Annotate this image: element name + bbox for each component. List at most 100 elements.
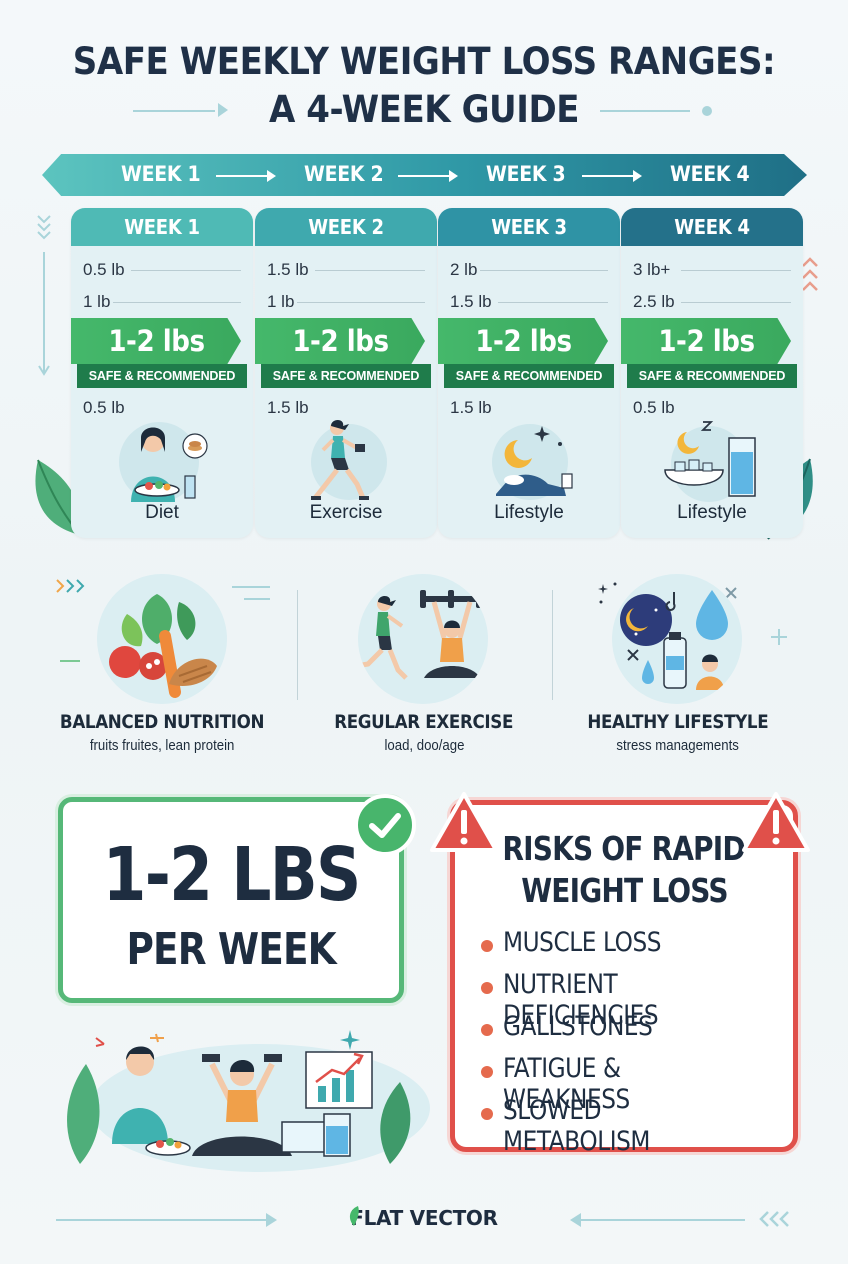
goal-range: 1-2 LBS [102, 832, 362, 918]
title-deco-line-left [133, 110, 215, 112]
warning-triangle-icon [742, 792, 810, 852]
timeline-label-week1: WEEK 1 [121, 162, 201, 186]
cross-mark-icon [725, 587, 737, 599]
warning-triangle-icon [430, 792, 498, 852]
row-divider [297, 302, 425, 303]
safe-range-badge: 1-2 lbs [71, 318, 241, 364]
deco-line [60, 660, 80, 662]
week-card-2: WEEK 2 1.5 lb 1 lb 1-2 lbs SAFE & RECOMM… [255, 208, 437, 538]
title-deco-dot [702, 106, 712, 116]
safe-recommended-tag: SAFE & RECOMMENDED [261, 364, 431, 388]
risks-title-line2: WEIGHT LOSS [520, 871, 728, 910]
week-category-label: Diet [145, 502, 179, 523]
week-value-second: 1 lb [267, 292, 295, 311]
risk-bullet [481, 1108, 493, 1120]
safe-range-badge: 1-2 lbs [621, 318, 791, 364]
row-divider [681, 270, 791, 271]
pillar-subtitle: fruits fruites, lean protein [89, 737, 235, 754]
pillar-nutrition-illustration [97, 574, 227, 704]
safe-recommended-tag: SAFE & RECOMMENDED [444, 364, 614, 388]
week-value-second: 1 lb [83, 292, 111, 311]
people-healthy-habits-illustration [67, 1030, 430, 1172]
week-card-4: WEEK 4 3 lb+ 2.5 lb 1-2 lbs SAFE & RECOM… [621, 208, 803, 538]
sparkle-icon [771, 629, 787, 645]
timeline-label-week4: WEEK 4 [670, 162, 750, 186]
chevrons-left-icon [759, 1211, 789, 1227]
pillar-subtitle: load, doo/age [383, 737, 464, 754]
page-title-line1: SAFE WEEKLY WEIGHT LOSS RANGES: [72, 40, 776, 83]
risk-bullet [481, 1066, 493, 1078]
week-category-label: Lifestyle [494, 502, 564, 523]
footer-line-right [580, 1219, 745, 1221]
week-card-header: WEEK 1 [71, 208, 253, 246]
timeline-label-week2: WEEK 2 [304, 162, 384, 186]
leaf-logo-icon [349, 1206, 359, 1226]
week-card-header: WEEK 4 [621, 208, 803, 246]
pillar-title: REGULAR EXERCISE [334, 711, 514, 733]
woman-eating-salad-icon [119, 422, 208, 502]
sparkle-stars-icon [598, 582, 617, 604]
title-deco-line-right [600, 110, 690, 112]
week-value-top: 0.5 lb [83, 260, 125, 279]
pillar-title: BALANCED NUTRITION [59, 711, 265, 733]
timeline-arrow-icon [216, 170, 276, 182]
up-chevrons-icon [802, 257, 818, 291]
footer-line-left [56, 1219, 266, 1221]
moon-water-bowl-icon [664, 421, 756, 502]
week-category-label: Lifestyle [677, 502, 747, 523]
row-divider [131, 270, 241, 271]
week-category-label: Exercise [309, 502, 383, 523]
week-value-second: 1.5 lb [450, 292, 492, 311]
risk-item: MUSCLE LOSS [503, 927, 662, 958]
deco-line [244, 598, 270, 600]
week-value-bottom: 1.5 lb [450, 398, 492, 417]
goal-period: PER WEEK [126, 924, 336, 975]
risk-item: SLOWED METABOLISM [503, 1095, 651, 1157]
page-title-line2: A 4-WEEK GUIDE [268, 88, 580, 131]
timeline-label-week3: WEEK 3 [486, 162, 566, 186]
row-divider [681, 302, 791, 303]
week-card-1: WEEK 1 0.5 lb 1 lb 1-2 lbs SAFE & RECOMM… [71, 208, 253, 538]
pillar-divider [552, 590, 553, 700]
week-value-bottom: 0.5 lb [633, 398, 675, 417]
week-card-header: WEEK 3 [438, 208, 620, 246]
risk-bullet [481, 940, 493, 952]
footer-arrow-left-icon [570, 1213, 581, 1227]
week-value-bottom: 0.5 lb [83, 398, 125, 417]
risks-box: RISKS OF RAPID WEIGHT LOSS MUSCLE LOSS N… [450, 800, 798, 1157]
vegetables-protein-icon [109, 594, 217, 698]
row-divider [315, 270, 425, 271]
running-weightlifting-icon [358, 590, 482, 680]
safe-recommended-tag: SAFE & RECOMMENDED [77, 364, 247, 388]
checkmark-glyph [369, 813, 401, 838]
week-card-3: WEEK 3 2 lb 1.5 lb 1-2 lbs SAFE & RECOMM… [438, 208, 620, 538]
row-divider [480, 270, 608, 271]
risk-item: GALLSTONES [503, 1011, 653, 1042]
risk-bullet [481, 982, 493, 994]
pillar-divider [297, 590, 298, 700]
timeline-arrow-icon [582, 170, 642, 182]
safe-range-badge: 1-2 lbs [255, 318, 425, 364]
week-card-header: WEEK 2 [255, 208, 437, 246]
week-value-bottom: 1.5 lb [267, 398, 309, 417]
down-chevrons-icon [37, 215, 51, 376]
title-arrow-icon [218, 103, 228, 117]
risk-item: NUTRIENT DEFICIENCIES [503, 969, 659, 1031]
pillar-lifestyle-illustration [612, 574, 742, 704]
week-value-top: 3 lb+ [633, 260, 671, 279]
safe-range-badge: 1-2 lbs [438, 318, 608, 364]
brand-logo: FLAT VECTOR [350, 1206, 498, 1230]
footer-arrow-right-icon [266, 1213, 277, 1227]
moon-sleep-icon [492, 424, 573, 500]
week-value-top: 2 lb [450, 260, 478, 279]
timeline-arrow-icon [398, 170, 458, 182]
row-divider [113, 302, 241, 303]
checkmark-icon [354, 794, 416, 856]
week-value-second: 2.5 lb [633, 292, 675, 311]
pillar-title: HEALTHY LIFESTYLE [587, 711, 769, 733]
chevrons-right-icon [56, 579, 85, 593]
moon-water-bottle-icon [620, 590, 728, 690]
woman-running-dumbbell-icon [311, 420, 387, 500]
week-value-top: 1.5 lb [267, 260, 309, 279]
row-divider [498, 302, 608, 303]
